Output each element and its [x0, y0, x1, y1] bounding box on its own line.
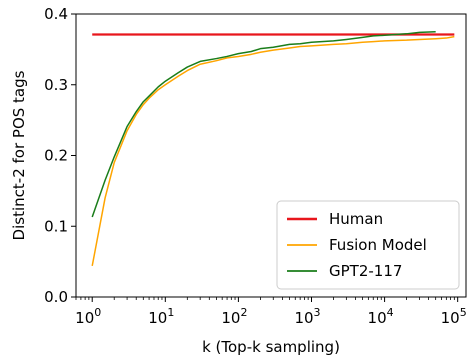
y-tick-label: 0.1: [44, 217, 68, 235]
legend-label-fusion-model: Fusion Model: [329, 236, 427, 254]
x-tick-label: 105: [441, 306, 467, 327]
legend-label-gpt2-117: GPT2-117: [329, 262, 402, 280]
legend-box: [276, 200, 460, 290]
x-tick-label: 102: [221, 306, 247, 327]
x-axis-label: k (Top-k sampling): [202, 338, 340, 356]
legend: Human Fusion Model GPT2-117: [276, 200, 460, 290]
x-tick-label: 101: [148, 306, 174, 327]
x-tick-label: 103: [294, 306, 320, 327]
series-line-fusion-model: [91, 35, 455, 267]
x-tick-label: 100: [75, 306, 101, 327]
series-line-gpt2-117: [91, 30, 436, 218]
y-tick-label: 0.4: [44, 5, 68, 23]
y-axis-label: Distinct-2 for POS tags: [10, 70, 28, 240]
y-tick-label: 0.3: [44, 76, 68, 94]
y-tick-label: 0.0: [44, 288, 68, 306]
legend-label-human: Human: [329, 210, 383, 228]
y-tick-label: 0.2: [44, 147, 68, 165]
ticks-layer: 0.0 0.1 0.2 0.3 0.4 100 101 102 103 104 105: [44, 5, 467, 327]
series-layer: [91, 30, 455, 267]
x-tick-label: 104: [368, 306, 394, 327]
